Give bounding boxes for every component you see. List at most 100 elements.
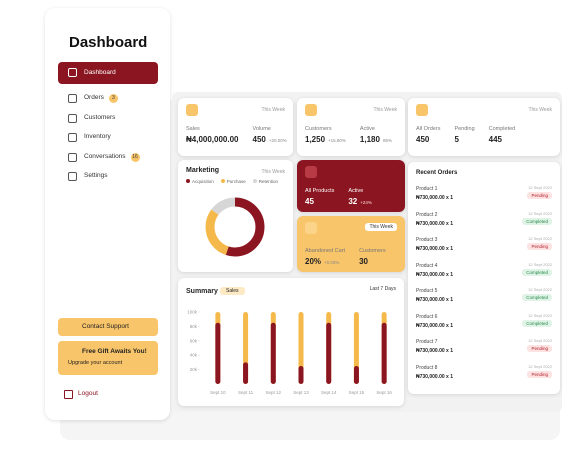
period-select[interactable]: This Week: [373, 107, 397, 113]
order-price: ₦730,000.00 x 1: [416, 246, 453, 252]
legend-item: Acquisition: [186, 179, 214, 184]
x-tick-label: Sept 13: [293, 390, 309, 395]
bar: [326, 322, 332, 384]
period-select[interactable]: This Week: [365, 223, 397, 231]
stat-label: Volume: [252, 126, 271, 132]
nav-item[interactable]: Settings: [58, 166, 158, 186]
order-date: 12 Sept 2022: [528, 210, 552, 216]
legend-label: Purchase: [226, 179, 246, 184]
period-select[interactable]: This Week: [261, 107, 285, 113]
nav-icon: [68, 94, 77, 103]
nav-icon: [68, 113, 77, 123]
order-row[interactable]: Product 5 ₦730,000.00 x 1 12 Sept 2022 Comp…: [408, 286, 560, 310]
bar: [270, 322, 276, 384]
metric-select[interactable]: Sales: [220, 287, 245, 295]
gift-title: Free Gift Awaits You!: [82, 348, 147, 355]
nav-label: Inventory: [84, 133, 111, 140]
stat: Volume 450 +20.00%: [253, 126, 287, 144]
logout[interactable]: Logout: [78, 390, 98, 397]
order-name: Product 5: [416, 288, 438, 294]
x-tick-label: Sept 11: [238, 390, 254, 395]
order-price: ₦730,000.00 x 1: [416, 195, 453, 201]
period-select[interactable]: This Week: [528, 107, 552, 113]
legend-item: Purchase: [220, 179, 246, 184]
y-tick-label: 20k: [190, 367, 198, 372]
stat-label: Sales: [186, 126, 200, 132]
order-price: ₦730,000.00 x 1: [416, 348, 453, 354]
bar-track: [298, 312, 304, 384]
bar-chart: 20k 40k 60k 80k 100k Sept 10 Sept 11 Sept 12 Sep…: [187, 310, 392, 396]
x-tick-label: Sept 10: [210, 390, 226, 395]
legend-dot: [186, 179, 190, 183]
support-button[interactable]: Contact Support: [58, 318, 158, 336]
order-status: Completed: [522, 294, 552, 301]
nav-label: Orders: [84, 94, 104, 101]
period-select[interactable]: Last 7 Days: [369, 286, 396, 292]
stat: Abandoned Cart 20% +0.00%: [305, 248, 345, 266]
order-row[interactable]: Product 7 ₦730,000.00 x 1 12 Sept 2022 Pend…: [408, 337, 560, 361]
y-tick-label: 80k: [190, 324, 198, 329]
nav-icon: [68, 133, 77, 142]
period-select[interactable]: This Week: [261, 169, 285, 175]
nav-label: Customers: [84, 113, 116, 121]
bar-track: [353, 312, 359, 384]
order-row[interactable]: Product 8 ₦730,000.00 x 1 12 Sept 2022 Pend…: [408, 363, 560, 387]
stat-value: 32 +24%: [348, 197, 372, 206]
stat-label: All Orders: [416, 126, 441, 132]
legend-dot: [252, 179, 257, 183]
support-label: Contact Support: [82, 323, 129, 330]
order-name: Product 6: [416, 313, 438, 320]
order-status: Pending: [527, 192, 552, 199]
card-icon: [186, 104, 198, 116]
nav-item[interactable]: Dashboard: [58, 62, 158, 84]
order-date: 12 Sept 2022: [528, 287, 552, 292]
stat-value: 445: [488, 135, 502, 144]
stat: Pending 5: [454, 126, 474, 144]
order-row[interactable]: Product 6 ₦730,000.00 x 1 12 Sept 2022 Comp…: [408, 312, 560, 336]
stat: Sales ₦4,000,000.00: [186, 126, 239, 144]
order-status: Completed: [522, 319, 552, 327]
y-tick-label: 60k: [190, 338, 198, 343]
order-status: Pending: [527, 370, 552, 378]
bar: [353, 366, 359, 384]
summary-card: Summary Sales Last 7 Days 20k 40k 60k 80k 100k S…: [178, 278, 404, 406]
order-row[interactable]: Product 2 ₦730,000.00 x 1 12 Sept 2022 Comp…: [408, 210, 560, 234]
nav-item[interactable]: Customers: [58, 108, 158, 128]
order-status: Pending: [527, 345, 552, 352]
stat-value: 20% +0.00%: [305, 257, 340, 266]
stat-change: +20.00%: [268, 138, 287, 143]
stat-row: Sales ₦4,000,000.00 Volume 450 +20.00%: [186, 126, 287, 144]
x-tick-label: Sept 12: [266, 390, 282, 395]
gift-card[interactable]: Free Gift Awaits You! Upgrade your accoun…: [58, 341, 158, 375]
nav-icon: [68, 152, 77, 162]
nav-item[interactable]: Inventory: [58, 127, 158, 147]
order-name: Product 8: [416, 364, 438, 371]
order-row[interactable]: Product 3 ₦730,000.00 x 1 12 Sept 2022 Pend…: [408, 235, 560, 259]
order-date: 12 Sept 2022: [528, 312, 552, 318]
stat-change: +24%: [360, 200, 372, 205]
stat: All Orders 450: [416, 126, 440, 144]
order-row[interactable]: Product 4 ₦730,000.00 x 1 12 Sept 2022 Comp…: [408, 261, 560, 285]
stat-value: 450: [416, 135, 430, 144]
stat-label: Active: [359, 126, 375, 132]
stat-row: Abandoned Cart 20% +0.00% Customers 30: [305, 248, 397, 266]
card-icon: [305, 222, 317, 234]
products-card: All Products 45 Active 32 +24%: [297, 160, 405, 212]
marketing-card: Marketing This Week Acquisition Purchase Ret…: [178, 160, 293, 272]
nav-item[interactable]: Conversations 16: [58, 147, 158, 167]
stat-row: All Orders 450 Pending 5 Completed 445: [416, 126, 552, 144]
order-date: 12 Sept 2022: [528, 236, 552, 241]
donut-segment: [205, 197, 265, 257]
order-row[interactable]: Product 1 ₦730,000.00 x 1 12 Sept 2022 Pend…: [408, 184, 560, 208]
order-name: Product 7: [416, 339, 438, 345]
stat-label: Customers: [359, 248, 386, 254]
order-name: Product 4: [416, 262, 438, 269]
legend-label: Acquisition: [192, 179, 214, 184]
bar: [298, 366, 304, 384]
stat-change: 85%: [382, 138, 392, 143]
stat-card: This Week Customers 1,250 +15.80% Active 1,18…: [297, 98, 405, 156]
orders-card: Recent Orders Product 1 ₦730,000.00 x 1 12 …: [408, 162, 560, 394]
nav-item[interactable]: Orders 3: [58, 88, 158, 108]
bar: [381, 322, 387, 384]
